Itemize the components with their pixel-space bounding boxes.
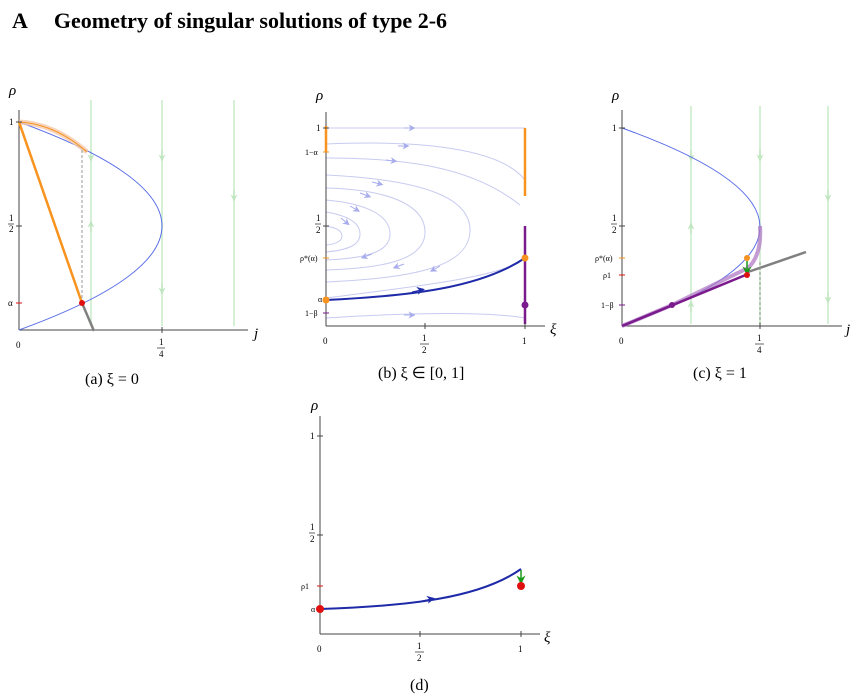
- orange-band: [18, 119, 89, 154]
- section-letter: A: [12, 8, 28, 33]
- x-axis-label: ξ: [544, 630, 551, 646]
- panel-b: [322, 112, 545, 329]
- y-tick-rho1: ρ1: [301, 582, 309, 591]
- y-axis-label: ρ: [315, 88, 323, 104]
- x-tick-half-den: 2: [417, 653, 422, 663]
- x-tick-0: 0: [16, 340, 21, 350]
- flow-curve: [325, 142, 526, 181]
- x-axis-label: j: [844, 322, 850, 338]
- y-tick-alpha: α: [311, 605, 316, 614]
- orange-point: [322, 296, 330, 304]
- purple-point: [521, 301, 529, 309]
- red-point: [316, 605, 324, 613]
- x-tick-0: 0: [619, 336, 624, 346]
- orange-point: [744, 255, 750, 261]
- x-tick-0: 0: [317, 644, 322, 654]
- solution-curve: [325, 257, 526, 301]
- x-tick-0: 0: [323, 336, 328, 346]
- y-tick-half-num: 1: [9, 213, 14, 223]
- y-tick-half-den: 2: [612, 225, 617, 235]
- gray-line: [747, 250, 807, 274]
- red-point: [517, 582, 525, 590]
- x-tick-quarter-den: 4: [159, 349, 164, 359]
- panel-c: [619, 106, 842, 329]
- section-title: Geometry of singular solutions of type 2…: [53, 8, 448, 33]
- flow-curve: [325, 199, 391, 261]
- caption-b: (b) ξ ∈ [0, 1]: [378, 365, 464, 382]
- y-tick-alpha: α: [8, 298, 13, 308]
- panel-d: [316, 416, 540, 637]
- x-tick-1: 1: [518, 644, 523, 654]
- flow-curve: [325, 313, 526, 319]
- y-tick-rho-star: ρ*(α): [595, 254, 613, 263]
- y-tick-1: 1: [612, 123, 617, 133]
- y-tick-half-num: 1: [316, 213, 321, 223]
- x-tick-half-den: 2: [422, 345, 427, 355]
- y-axis-label: ρ: [310, 398, 318, 414]
- red-point: [744, 272, 750, 278]
- x-tick-half-num: 1: [417, 641, 422, 651]
- flow-curve: [325, 225, 343, 246]
- solution-curve: [319, 568, 522, 610]
- y-tick-rho-star: ρ*(α): [300, 254, 318, 263]
- panel-a: [16, 100, 248, 333]
- x-tick-quarter-num: 1: [757, 333, 762, 343]
- x-tick-half-num: 1: [422, 333, 427, 343]
- y-axis-label: ρ: [611, 88, 619, 104]
- section-heading: A Geometry of singular solutions of type …: [12, 8, 447, 34]
- y-tick-half-den: 2: [310, 534, 315, 544]
- red-point: [79, 300, 85, 306]
- y-tick-rho1: ρ1: [603, 271, 611, 280]
- y-tick-half-num: 1: [310, 522, 315, 532]
- y-tick-1-minus-beta: 1−β: [601, 301, 614, 310]
- x-axis-label: j: [252, 326, 258, 342]
- orange-line: [17, 121, 84, 304]
- purple-line: [621, 272, 749, 328]
- flow-curve: [325, 187, 426, 271]
- y-axis-label: ρ: [8, 83, 16, 99]
- x-tick-1: 1: [522, 336, 527, 346]
- orange-band-edge: [18, 121, 88, 153]
- y-tick-1: 1: [310, 431, 315, 441]
- x-tick-quarter-den: 4: [757, 345, 762, 355]
- gray-line: [80, 302, 96, 332]
- caption-a: (a) ξ = 0: [85, 371, 139, 388]
- y-tick-1-minus-alpha: 1−α: [305, 148, 319, 157]
- caption-c: (c) ξ = 1: [693, 365, 747, 382]
- flow-curve: [325, 211, 361, 253]
- y-tick-1: 1: [9, 117, 14, 127]
- x-axis-label: ξ: [550, 322, 557, 338]
- flow-curve: [325, 174, 471, 283]
- x-tick-quarter-num: 1: [159, 337, 164, 347]
- caption-d: (d): [410, 677, 429, 694]
- purple-point: [669, 302, 675, 308]
- y-tick-alpha: α: [318, 295, 323, 304]
- y-tick-half-den: 2: [316, 225, 321, 235]
- y-tick-half-num: 1: [612, 213, 617, 223]
- flow-curve: [325, 157, 521, 206]
- orange-point: [521, 254, 529, 262]
- y-tick-half-den: 2: [9, 224, 14, 234]
- y-tick-1: 1: [316, 123, 321, 133]
- y-tick-1-minus-beta: 1−β: [305, 309, 318, 318]
